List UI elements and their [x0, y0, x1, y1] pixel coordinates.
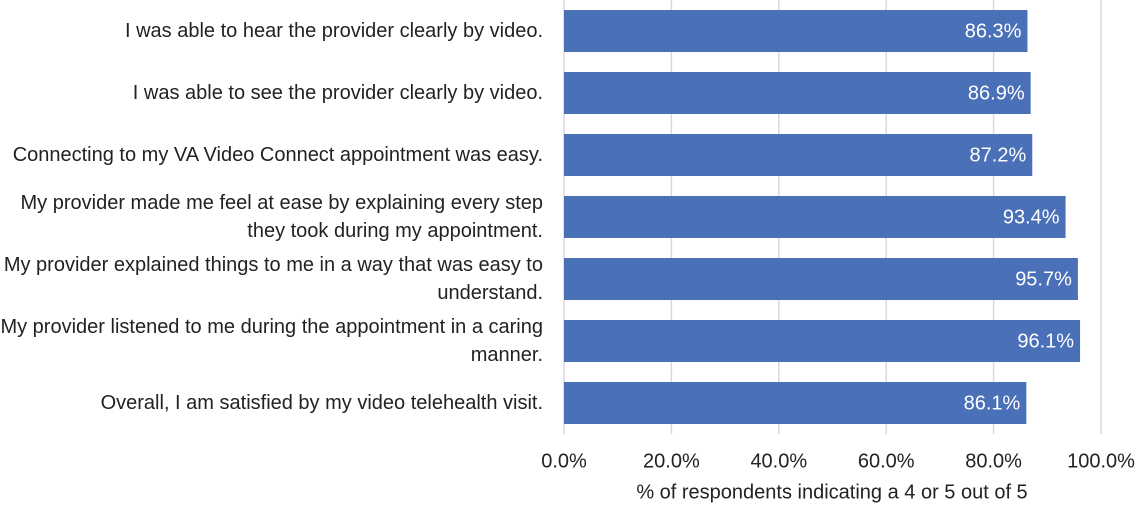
bar	[564, 382, 1027, 424]
x-tick-label: 100.0%	[1067, 450, 1135, 472]
y-tick-label: My provider made me feel at ease by expl…	[20, 192, 544, 242]
bar	[564, 10, 1028, 52]
data-label: 86.3%	[965, 20, 1022, 42]
bar	[564, 72, 1031, 114]
y-tick-label: My provider listened to me during the ap…	[0, 316, 543, 366]
bar	[564, 196, 1066, 238]
x-tick-label: 40.0%	[750, 450, 807, 472]
x-tick-label: 60.0%	[858, 450, 915, 472]
y-tick-label: Connecting to my VA Video Connect appoin…	[12, 144, 543, 166]
bar	[564, 320, 1081, 362]
data-label: 87.2%	[970, 144, 1027, 166]
x-tick-label: 80.0%	[965, 450, 1022, 472]
y-tick-label: My provider explained things to me in a …	[3, 254, 543, 304]
data-label: 96.1%	[1017, 330, 1074, 352]
y-tick-label: I was able to hear the provider clearly …	[125, 20, 543, 42]
x-axis-title: % of respondents indicating a 4 or 5 out…	[636, 481, 1027, 503]
x-tick-label: 20.0%	[643, 450, 700, 472]
bar	[564, 134, 1033, 176]
bar	[564, 258, 1078, 300]
data-label: 86.9%	[968, 82, 1025, 104]
x-tick-label: 0.0%	[541, 450, 587, 472]
data-label: 86.1%	[964, 392, 1021, 414]
data-label: 95.7%	[1015, 268, 1072, 290]
data-label: 93.4%	[1003, 206, 1060, 228]
y-tick-label: I was able to see the provider clearly b…	[132, 82, 543, 104]
y-tick-label: Overall, I am satisfied by my video tele…	[100, 392, 543, 414]
